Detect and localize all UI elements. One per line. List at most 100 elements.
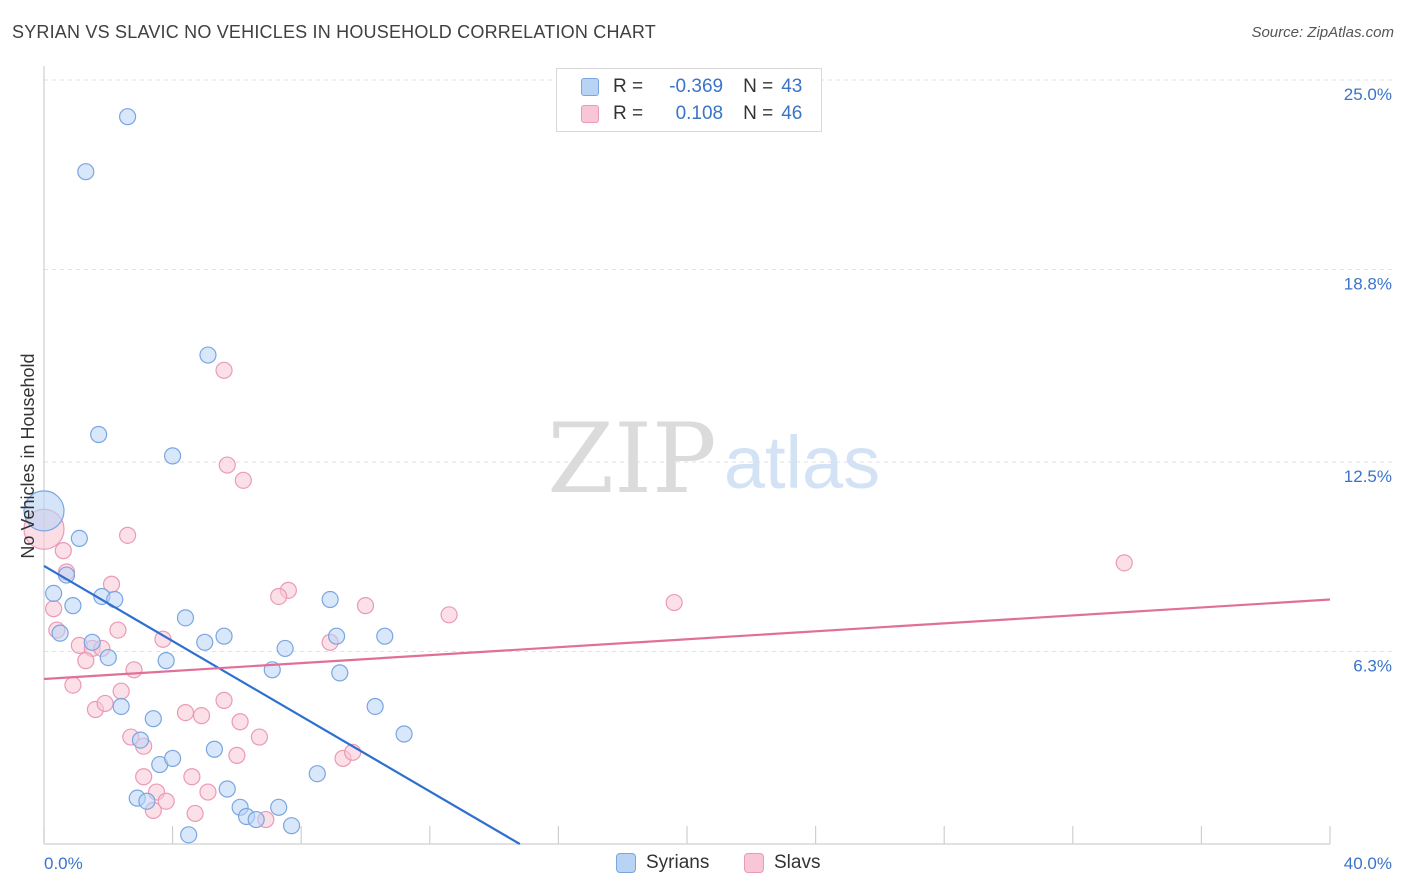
- slavs-point: [54, 542, 72, 560]
- slavs-swatch: [581, 105, 599, 123]
- syrians-point: [83, 633, 101, 651]
- syrians-point: [247, 810, 265, 829]
- syrians-point: [327, 627, 346, 645]
- chart-title: SYRIAN VS SLAVIC NO VEHICLES IN HOUSEHOL…: [12, 22, 656, 42]
- n-label: N =: [743, 103, 774, 124]
- y-tick-label: 12.5%: [1344, 467, 1392, 486]
- syrians-point: [112, 697, 130, 716]
- syrians-point: [395, 725, 413, 743]
- syrians-point: [215, 627, 233, 645]
- slavs-point: [77, 652, 95, 670]
- watermark-zip: ZIP: [547, 403, 716, 515]
- watermark-atlas: atlas: [724, 421, 880, 504]
- slavs-point: [135, 768, 153, 786]
- syrians-point: [196, 633, 214, 651]
- slavs-point: [218, 456, 236, 474]
- slavs-point: [125, 661, 143, 679]
- slavs-point: [234, 471, 252, 489]
- syrians-point: [176, 609, 195, 627]
- syrians-point: [131, 731, 150, 749]
- slavs-point: [109, 621, 127, 639]
- slavs-point: [665, 593, 683, 612]
- syrians-point: [282, 817, 301, 835]
- legend-item-syrians[interactable]: Syrians: [616, 852, 709, 874]
- x-tick-label: 0.0%: [44, 854, 83, 873]
- slavs-point: [215, 691, 233, 709]
- r-label: R =: [613, 76, 644, 97]
- r-value: 0.108: [675, 103, 724, 124]
- syrians-point: [157, 652, 175, 670]
- slavs-legend-swatch: [744, 853, 764, 873]
- grid-lines: [44, 79, 1392, 652]
- slavs-point: [176, 703, 195, 722]
- syrians-point: [118, 108, 137, 126]
- syrians-trend-line: [43, 564, 521, 845]
- slavs-point: [356, 597, 375, 615]
- y-tick-label: 25.0%: [1344, 85, 1392, 104]
- stats-row-syrians: R = -0.369 N = 43: [581, 73, 802, 101]
- trend-lines: [43, 564, 1331, 845]
- y-axis-label: No Vehicles in Household: [18, 353, 38, 558]
- slavs-point: [440, 606, 458, 624]
- syrians-point: [331, 664, 349, 682]
- axes: [43, 66, 1331, 845]
- source-credit: Source: ZipAtlas.com: [1251, 24, 1394, 41]
- slavs-point: [231, 713, 249, 731]
- syrians-point: [366, 697, 384, 716]
- slavs-point: [186, 804, 204, 823]
- syrians-point: [77, 163, 95, 181]
- slavs-point: [64, 676, 82, 694]
- syrians-swatch: [581, 78, 599, 96]
- slavs-point: [118, 526, 137, 544]
- tick-labels: 6.3% 12.5% 18.8% 25.0% 0.0% 40.0%: [44, 85, 1392, 873]
- syrians-point: [138, 792, 156, 810]
- slavs-point: [157, 792, 175, 810]
- slavs-trend-line: [43, 598, 1331, 681]
- stats-row-slavs: R = 0.108 N = 46: [581, 100, 802, 128]
- syrians-point: [164, 749, 182, 768]
- syrians-legend-swatch: [616, 853, 636, 873]
- syrians-point: [199, 346, 217, 364]
- slavs-point: [228, 746, 246, 764]
- syrians-point: [276, 639, 294, 658]
- syrians-point: [23, 490, 65, 532]
- n-value: 46: [781, 103, 803, 124]
- slavs-point: [199, 783, 217, 801]
- n-label: N =: [743, 76, 774, 97]
- slavs-point: [192, 707, 211, 725]
- slavs-point: [183, 768, 201, 786]
- slavs-point: [215, 361, 233, 379]
- syrians-point: [205, 740, 223, 758]
- syrians-point: [218, 780, 236, 798]
- syrians-point: [321, 590, 339, 609]
- legend-label-slavs: Slavs: [774, 852, 821, 873]
- syrians-point: [70, 529, 88, 548]
- watermark: ZIP atlas: [547, 403, 880, 515]
- syrians-point: [64, 597, 82, 615]
- syrians-point: [308, 765, 326, 783]
- slavs-point: [250, 728, 269, 746]
- y-tick-label: 6.3%: [1353, 656, 1392, 675]
- slavs-point: [96, 694, 114, 713]
- slavs-point: [112, 682, 130, 700]
- syrians-point: [376, 627, 394, 645]
- syrians-point: [90, 425, 108, 444]
- x-tick-label: 40.0%: [1344, 854, 1392, 873]
- syrians-point: [180, 826, 198, 844]
- series-legend: Syrians Slavs: [0, 852, 1406, 878]
- syrians-point: [164, 447, 182, 465]
- r-value: -0.369: [669, 76, 724, 97]
- legend-item-slavs[interactable]: Slavs: [744, 852, 820, 874]
- syrians-point: [99, 648, 117, 667]
- n-value: 43: [781, 76, 803, 97]
- syrians-point: [144, 710, 162, 728]
- syrians-point: [270, 798, 288, 816]
- legend-label-syrians: Syrians: [646, 852, 710, 873]
- syrians-point: [51, 624, 69, 642]
- stats-legend: R = -0.369 N = 43 R = 0.108 N = 46: [556, 68, 822, 132]
- slavs-point: [45, 600, 63, 618]
- r-label: R =: [613, 103, 644, 124]
- slavs-point: [270, 587, 288, 606]
- y-tick-label: 18.8%: [1344, 274, 1392, 293]
